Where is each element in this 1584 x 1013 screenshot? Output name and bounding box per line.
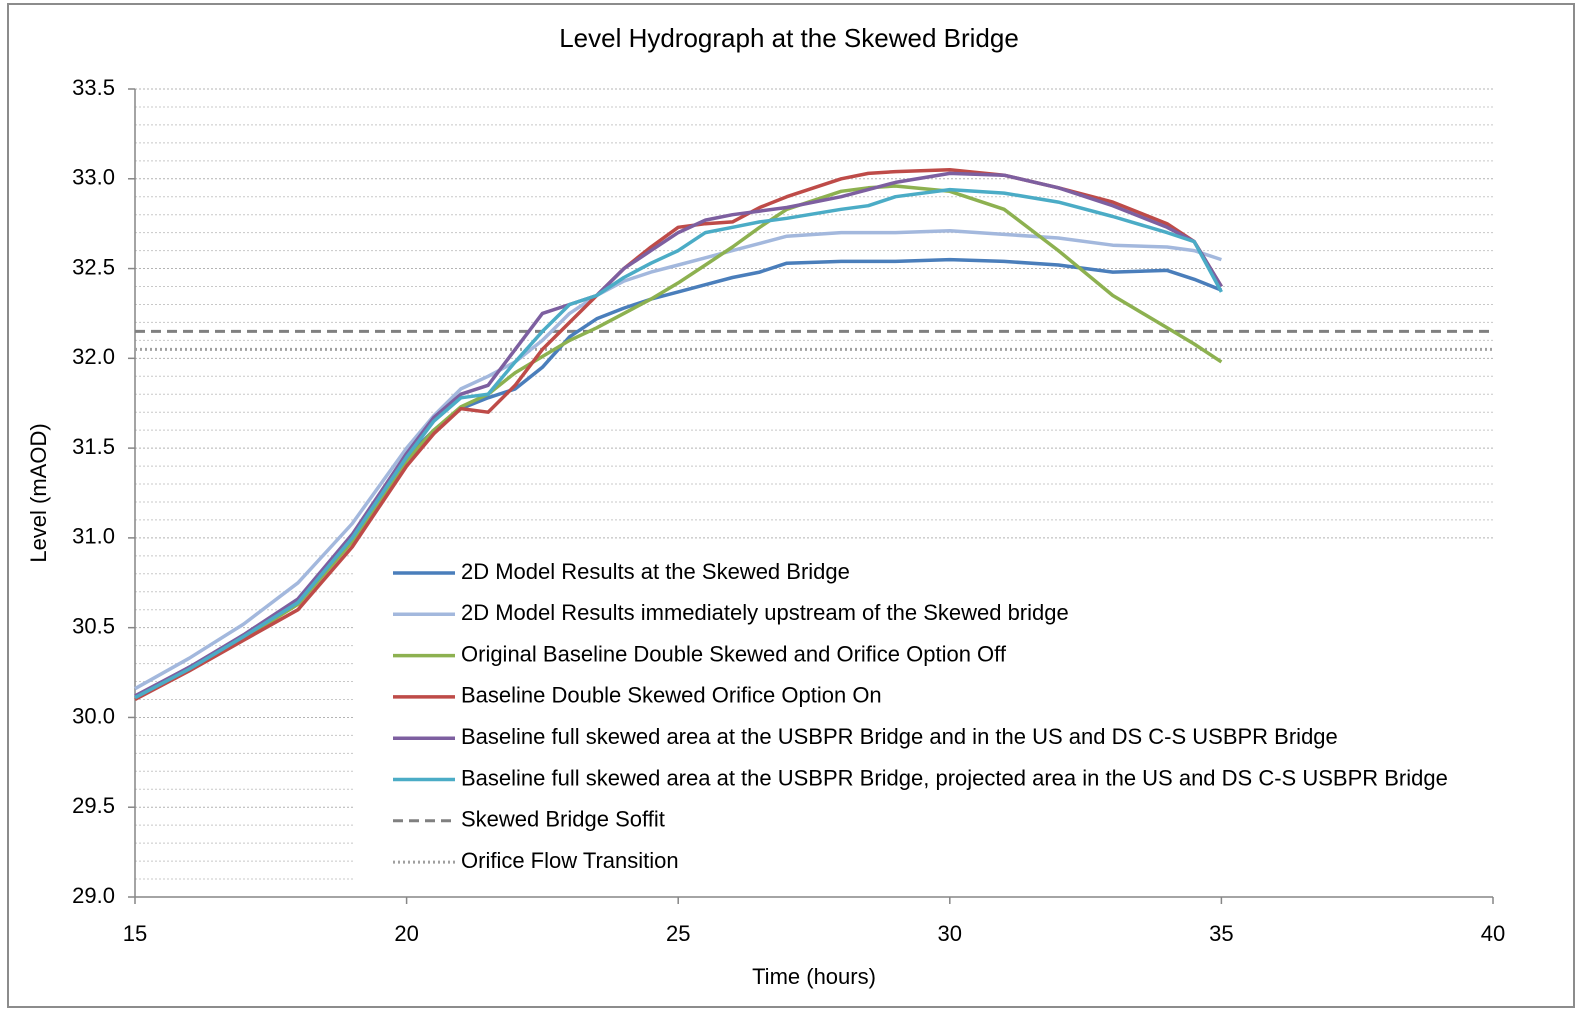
y-tick-label: 30.5 xyxy=(72,613,115,638)
y-tick-label: 31.0 xyxy=(72,524,115,549)
y-tick-label: 32.0 xyxy=(72,344,115,369)
y-tick-label: 32.5 xyxy=(72,254,115,279)
legend-label: Baseline full skewed area at the USBPR B… xyxy=(461,765,1448,790)
legend xyxy=(355,548,1520,888)
legend-label: Baseline full skewed area at the USBPR B… xyxy=(461,724,1338,749)
y-tick-label: 33.5 xyxy=(72,75,115,100)
y-tick-label: 29.5 xyxy=(72,793,115,818)
y-tick-label: 33.0 xyxy=(72,165,115,190)
legend-label: Skewed Bridge Soffit xyxy=(461,807,665,832)
x-axis-label: Time (hours) xyxy=(752,964,876,989)
series-line xyxy=(134,229,1222,691)
y-axis-label: Level (mAOD) xyxy=(26,423,51,562)
y-tick-label: 29.0 xyxy=(72,883,115,908)
series-line xyxy=(134,187,1223,700)
x-tick-label: 35 xyxy=(1209,921,1233,946)
x-tick-label: 25 xyxy=(666,921,690,946)
series-line xyxy=(134,184,1223,700)
legend-label: Baseline Double Skewed Orifice Option On xyxy=(461,683,882,708)
legend-label: Original Baseline Double Skewed and Orif… xyxy=(461,641,1007,666)
x-tick-label: 15 xyxy=(123,921,147,946)
series-line xyxy=(134,171,1223,698)
chart-title: Level Hydrograph at the Skewed Bridge xyxy=(559,23,1019,53)
legend-label: 2D Model Results at the Skewed Bridge xyxy=(461,559,850,584)
x-tick-label: 30 xyxy=(938,921,962,946)
y-tick-label: 30.0 xyxy=(72,703,115,728)
legend-label: Orifice Flow Transition xyxy=(461,848,679,873)
x-tick-label: 20 xyxy=(394,921,418,946)
y-tick-label: 31.5 xyxy=(72,434,115,459)
x-tick-label: 40 xyxy=(1481,921,1505,946)
legend-label: 2D Model Results immediately upstream of… xyxy=(461,600,1069,625)
